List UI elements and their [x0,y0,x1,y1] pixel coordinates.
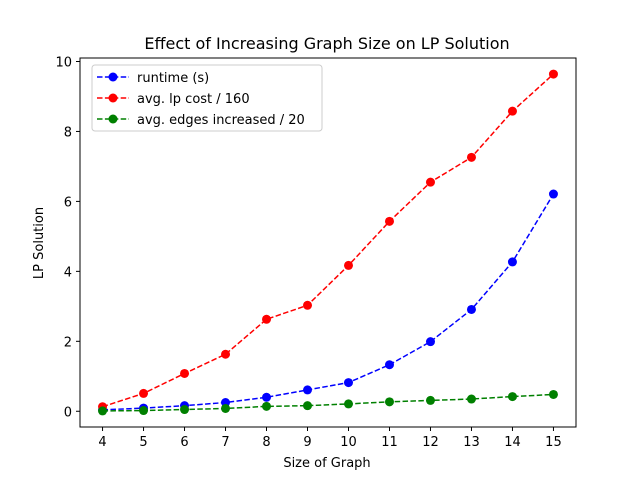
series-1-point [303,300,313,310]
plot-area: 4 5 6 7 8 9 10 11 12 13 14 15 0 2 4 6 8 10 [55,55,577,450]
x-tick-label: 14 [504,435,521,450]
series-1-point [180,368,190,378]
series-0-point [262,392,272,402]
series-1-point [221,349,231,359]
x-tick-label: 6 [180,435,188,450]
legend-label-2: avg. edges increased / 20 [137,113,305,128]
series-0-point [548,189,558,199]
series-0-point [303,385,313,395]
series-2-point [425,395,435,405]
plot-frame [79,57,577,428]
series-1-point [425,177,435,187]
y-axis-label: LP Solution [32,207,47,279]
x-axis-label: Size of Graph [283,456,370,471]
series-0-point [507,257,517,267]
series-2-point [548,389,558,399]
series-2-point [262,401,272,411]
y-tick-label: 2 [64,335,72,350]
x-tick-label: 12 [422,435,439,450]
x-tick-label: 4 [98,435,106,450]
x-tick-label: 15 [545,435,562,450]
series-1-point [507,106,517,116]
legend-label-1: avg. lp cost / 160 [137,92,250,107]
y-tick-label: 6 [64,195,72,210]
series-0-point [384,360,394,370]
series-0-point [466,304,476,314]
series-line-0 [102,193,555,411]
series-2-point [384,397,394,407]
series-1-point [466,152,476,162]
series-1-point [139,388,149,398]
x-tick-label: 8 [262,435,270,450]
y-tick-label: 10 [55,55,72,70]
x-tick-label: 7 [221,435,229,450]
y-tick-label: 4 [64,265,72,280]
series-2-point [139,406,149,416]
chart-title: Effect of Increasing Graph Size on LP So… [144,34,509,53]
series-2-point [466,394,476,404]
series-0-point [343,378,353,388]
legend-marker-0 [108,72,118,82]
series-2-point [303,401,313,411]
series-0-point [425,337,435,347]
x-tick-label: 9 [303,435,311,450]
series-1-point [343,260,353,270]
legend-marker-2 [108,114,118,124]
series-1-point [548,69,558,79]
legend-box [91,64,323,132]
legend-marker-1 [108,93,118,103]
series-2-point [507,392,517,402]
y-tick-label: 8 [64,125,72,140]
legend: runtime (s) avg. lp cost / 160 avg. edges … [91,64,323,132]
series-1-point [262,314,272,324]
legend-label-0: runtime (s) [137,71,209,86]
series-2-point [221,403,231,413]
y-tick-label: 0 [64,405,72,420]
series-2-point [180,405,190,415]
series-line-2 [102,393,554,412]
series-2-point [98,406,108,416]
series-2-point [343,399,353,409]
x-tick-label: 5 [139,435,147,450]
x-tick-label: 11 [381,435,398,450]
x-tick-label: 10 [340,435,357,450]
series-line-1 [102,73,554,408]
x-tick-label: 13 [463,435,480,450]
series-1-point [384,216,394,226]
